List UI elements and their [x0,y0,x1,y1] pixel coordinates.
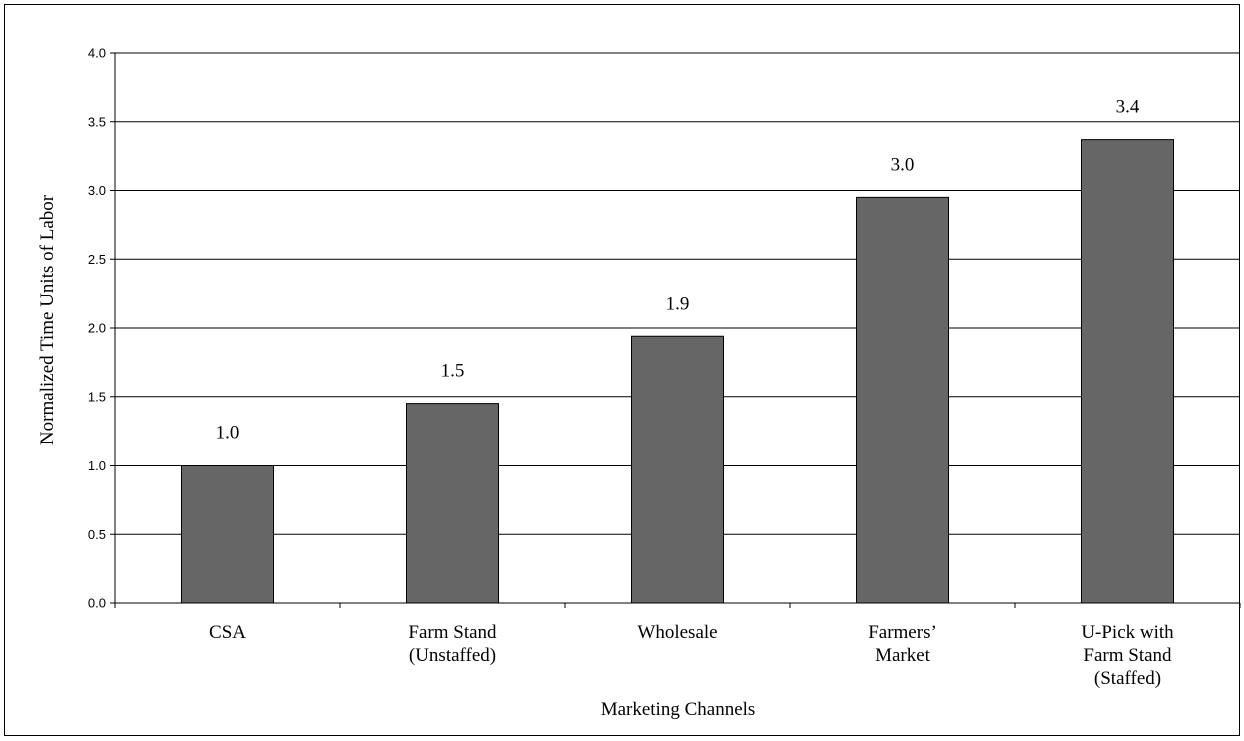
bar [181,465,274,604]
y-tick-label: 2.0 [88,321,106,336]
data-label: 1.9 [666,293,690,314]
gridlines [115,52,1240,535]
bar [856,196,949,604]
bars [181,139,1174,604]
x-tick-label: Farmers’ Market [868,622,937,666]
data-label: 1.5 [441,361,465,382]
x-tick-label: Wholesale [637,622,717,643]
data-label-background [876,152,929,179]
y-axis-title: Normalized Time Units of Labor [37,194,58,445]
axes [110,52,1241,608]
data-label: 3.0 [891,154,915,175]
data-label-background [201,420,254,447]
chart-frame [4,4,1240,736]
y-tick-label: 3.0 [88,183,106,198]
x-tick-label: CSA [209,622,246,643]
y-tick-label: 1.5 [88,389,106,404]
y-tick-label: 4.0 [88,46,106,61]
y-tick-label: 0.5 [88,527,106,542]
labels: 0.0 0.5 1.0 1.5 2.0 2.5 3.0 3.5 4.0 1.0 CSA 1.5 Farm… [88,46,1174,690]
y-tick-label: 0.0 [88,596,106,611]
data-label-background [426,358,479,385]
y-tick-label: 1.0 [88,458,106,473]
data-label-background [651,291,704,318]
data-label-background [1101,94,1154,121]
y-tick-label: 2.5 [88,252,106,267]
x-tick-label: U-Pick with Farm Stand (Staffed) [1081,622,1174,689]
data-label: 3.4 [1116,97,1140,118]
x-axis-title: Marketing Channels [601,699,756,720]
y-tick-label: 3.5 [88,114,106,129]
bar [1081,139,1174,604]
x-tick-label: Farm Stand (Unstaffed) [408,622,497,666]
bar [631,335,724,604]
data-label: 1.0 [216,423,240,444]
bar [406,403,499,604]
